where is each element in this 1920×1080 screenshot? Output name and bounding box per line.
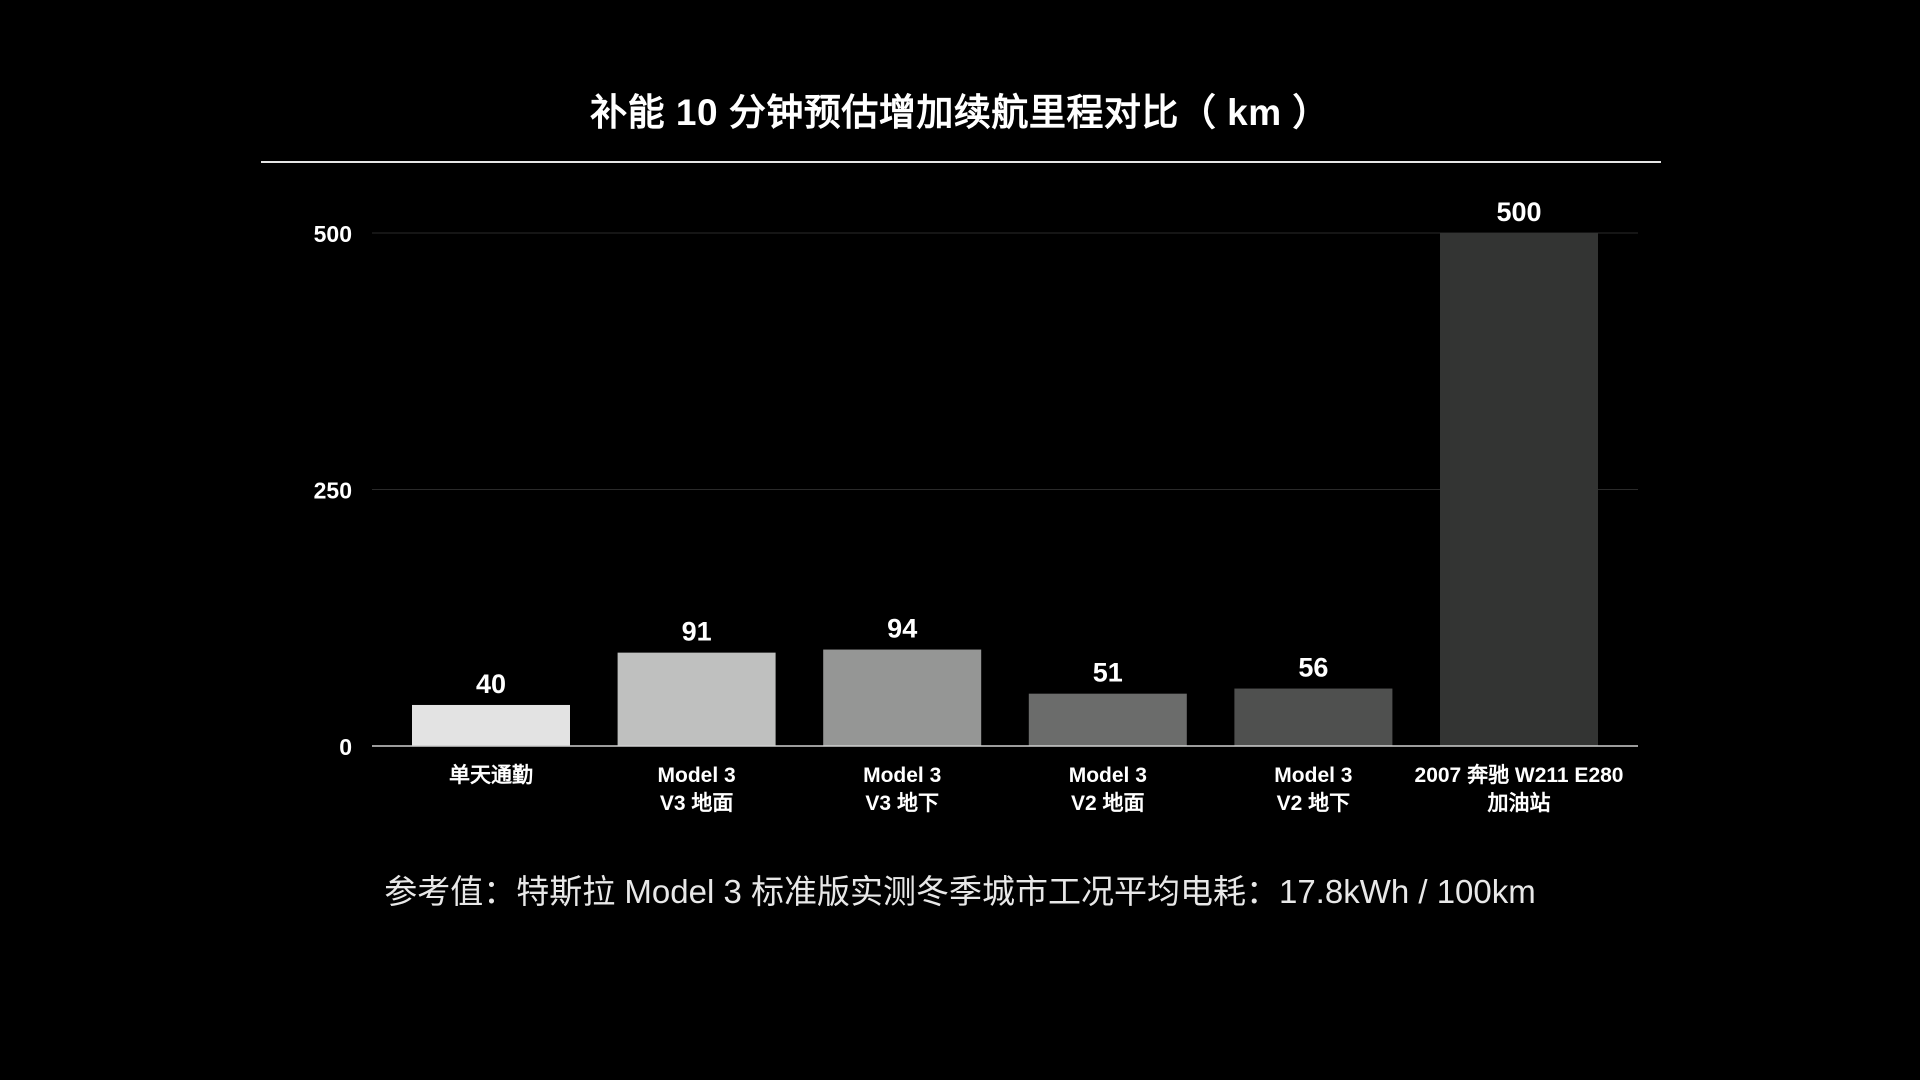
data-label-3: 51: [1093, 658, 1123, 688]
y-tick-label: 0: [339, 734, 352, 760]
bar-2: [823, 649, 982, 746]
data-label-0: 40: [476, 669, 506, 699]
chart-title: 补能 10 分钟预估增加续航里程对比（ km ）: [590, 92, 1330, 133]
gridlines: [372, 232, 1638, 490]
bar-4: [1234, 688, 1393, 746]
bar-5: [1440, 233, 1598, 746]
y-tick-label: 500: [314, 221, 352, 247]
data-label-4: 56: [1298, 653, 1328, 683]
x-tick-label-3: V2 地面: [1071, 791, 1145, 815]
data-label-1: 91: [682, 617, 712, 647]
bars: [412, 233, 1598, 746]
reference-footnote: 参考值：特斯拉 Model 3 标准版实测冬季城市工况平均电耗：17.8kWh …: [384, 873, 1536, 910]
bar-1: [617, 652, 776, 746]
x-tick-label-3: Model 3: [1069, 764, 1147, 787]
x-tick-label-5: 2007 奔驰 W211 E280: [1415, 763, 1624, 787]
x-tick-label-0: 单天通勤: [449, 763, 533, 787]
x-tick-label-2: Model 3: [863, 764, 941, 787]
title-divider: [261, 161, 1661, 163]
data-labels: 40 91 94 51 56 500: [476, 197, 1542, 699]
x-axis-labels: 单天通勤 Model 3 V3 地面 Model 3 V3 地下 Model 3 V2 地面…: [449, 763, 1623, 815]
bar-0: [412, 704, 570, 746]
x-tick-label-1: Model 3: [658, 764, 736, 787]
x-tick-label-4: V2 地下: [1277, 791, 1351, 815]
y-axis-ticks: 0 250 500: [314, 221, 352, 760]
x-tick-label-5: 加油站: [1487, 791, 1551, 815]
x-tick-label-2: V3 地下: [865, 791, 939, 815]
y-tick-label: 250: [314, 478, 352, 504]
data-label-5: 500: [1496, 197, 1541, 227]
x-tick-label-1: V3 地面: [660, 791, 734, 815]
data-label-2: 94: [887, 614, 917, 644]
x-tick-label-4: Model 3: [1274, 764, 1352, 787]
bar-3: [1028, 693, 1187, 746]
